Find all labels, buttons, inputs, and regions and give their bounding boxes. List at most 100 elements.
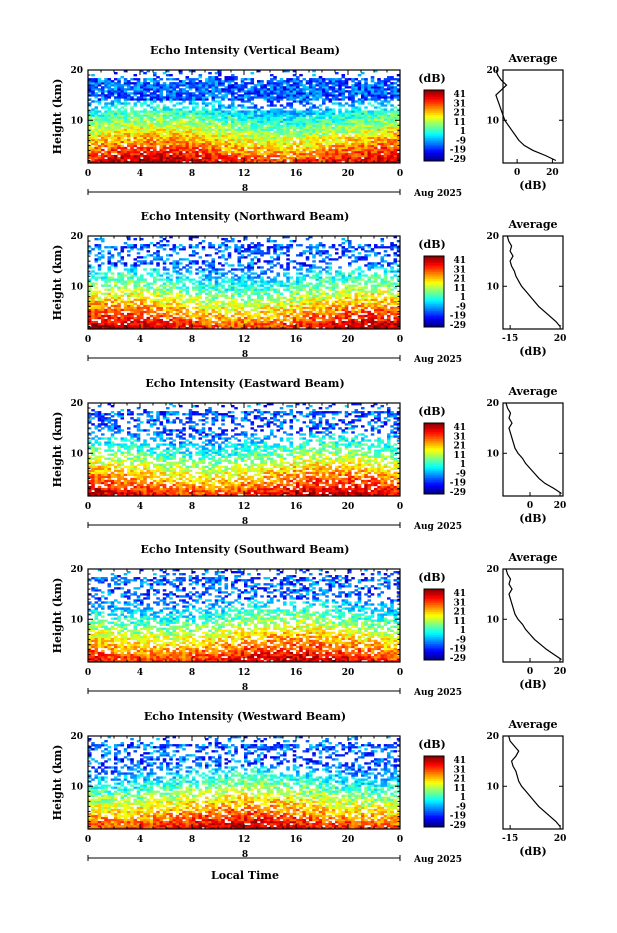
heatmap-cell: [355, 123, 359, 125]
heatmap-cell: [384, 137, 388, 139]
heatmap-cell: [169, 119, 173, 121]
heatmap-cell: [231, 114, 235, 116]
heatmap-cell: [218, 315, 222, 317]
heatmap-cell: [270, 94, 274, 96]
heatmap-cell: [322, 100, 326, 102]
heatmap-cell: [195, 315, 199, 317]
heatmap-cell: [303, 110, 307, 112]
heatmap-cell: [303, 133, 307, 135]
heatmap-cell: [95, 291, 99, 293]
heatmap-cell: [338, 157, 342, 159]
heatmap-cell: [381, 86, 385, 88]
heatmap-cell: [134, 84, 138, 86]
heatmap-cell: [218, 139, 222, 141]
heatmap-cell: [134, 117, 138, 119]
heatmap-cell: [221, 129, 225, 131]
heatmap-cell: [202, 106, 206, 108]
heatmap-cell: [247, 100, 251, 102]
heatmap-cell: [257, 301, 261, 303]
heatmap-cell: [137, 299, 141, 301]
heatmap-cell: [101, 303, 105, 305]
heatmap-cell: [231, 86, 235, 88]
heatmap-cell: [143, 119, 147, 121]
heatmap-cell: [241, 143, 245, 145]
heatmap-cell: [208, 137, 212, 139]
heatmap-cell: [91, 317, 95, 319]
heatmap-cell: [153, 295, 157, 297]
heatmap-cell: [267, 295, 271, 297]
heatmap-cell: [231, 145, 235, 147]
heatmap-cell: [195, 297, 199, 299]
heatmap-cell: [296, 123, 300, 125]
heatmap-cell: [166, 291, 170, 293]
heatmap-cell: [124, 309, 128, 311]
heatmap-cell: [124, 139, 128, 141]
heatmap-cell: [218, 137, 222, 139]
colorbar-segment: [424, 118, 444, 120]
heatmap-cell: [299, 147, 303, 149]
heatmap-cell: [319, 295, 323, 297]
heatmap-cell: [381, 129, 385, 131]
heatmap-cell: [319, 127, 323, 129]
heatmap-cell: [228, 135, 232, 137]
heatmap-cell: [335, 125, 339, 127]
heatmap-cell: [290, 159, 294, 161]
colorbar-segment: [424, 102, 444, 104]
heatmap-cell: [153, 321, 157, 323]
heatmap-cell: [264, 123, 268, 125]
heatmap-cell: [296, 76, 300, 78]
colorbar-segment: [424, 120, 444, 122]
heatmap-cell: [306, 96, 310, 98]
heatmap-cell: [134, 145, 138, 147]
heatmap-cell: [325, 307, 329, 309]
heatmap-cell: [264, 293, 268, 295]
heatmap-cell: [338, 145, 342, 147]
heatmap-cell: [303, 307, 307, 309]
heatmap-cell: [374, 153, 378, 155]
heatmap-cell: [394, 133, 398, 135]
heatmap-cell: [169, 145, 173, 147]
heatmap-cell: [117, 121, 121, 123]
heatmap-cell: [342, 135, 346, 137]
heatmap-cell: [342, 137, 346, 139]
heatmap-cell: [186, 94, 190, 96]
heatmap-cell: [199, 145, 203, 147]
heatmap-cell: [374, 151, 378, 153]
heatmap-cell: [381, 88, 385, 90]
heatmap-cell: [316, 149, 320, 151]
heatmap-cell: [319, 108, 323, 110]
heatmap-cell: [228, 303, 232, 305]
heatmap-cell: [192, 80, 196, 82]
heatmap-cell: [374, 145, 378, 147]
heatmap-cell: [316, 135, 320, 137]
heatmap-cell: [329, 305, 333, 307]
heatmap-cell: [215, 145, 219, 147]
heatmap-cell: [260, 135, 264, 137]
heatmap-cell: [312, 325, 316, 327]
heatmap-cell: [303, 153, 307, 155]
heatmap-cell: [283, 319, 287, 321]
heatmap-cell: [101, 141, 105, 143]
heatmap-cell: [387, 121, 391, 123]
heatmap-cell: [390, 297, 394, 299]
heatmap-cell: [348, 145, 352, 147]
heatmap-cell: [338, 321, 342, 323]
heatmap-cell: [124, 127, 128, 129]
heatmap-cell: [394, 311, 398, 313]
heatmap-cell: [215, 123, 219, 125]
heatmap-cell: [316, 94, 320, 96]
heatmap-cell: [215, 151, 219, 153]
heatmap-cell: [104, 119, 108, 121]
heatmap-cell: [234, 293, 238, 295]
heatmap-cell: [286, 121, 290, 123]
heatmap-cell: [156, 293, 160, 295]
heatmap-cell: [218, 121, 222, 123]
heatmap-cell: [186, 125, 190, 127]
heatmap-cell: [316, 301, 320, 303]
heatmap-cell: [316, 106, 320, 108]
heatmap-cell: [215, 80, 219, 82]
heatmap-cell: [156, 133, 160, 135]
heatmap-cell: [286, 96, 290, 98]
heatmap-cell: [303, 149, 307, 151]
heatmap-cell: [325, 135, 329, 137]
